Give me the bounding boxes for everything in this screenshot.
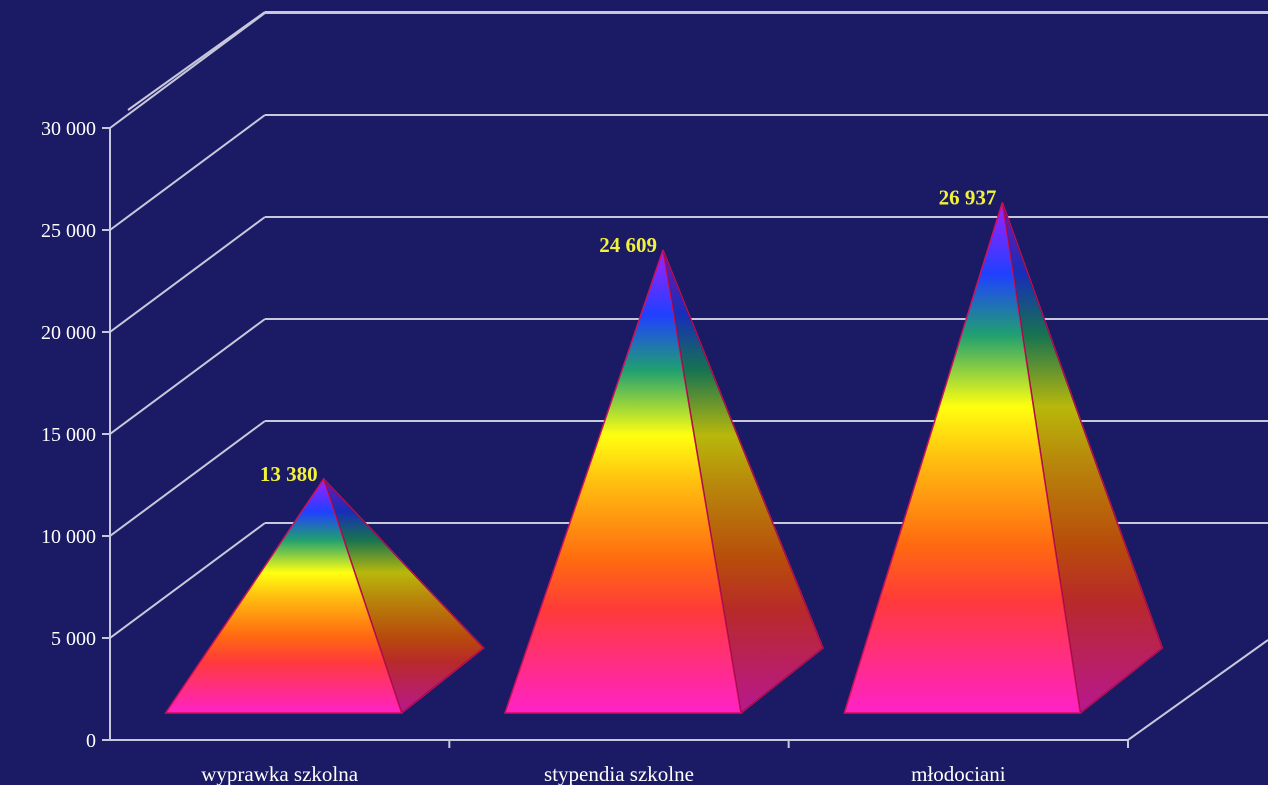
- category-label: wyprawka szkolna: [201, 762, 359, 785]
- pyramids: [164, 202, 1164, 715]
- gridline-diagonal: [109, 318, 266, 435]
- y-axis: 0 5 000 10 000 15 000 20 000 25 000 30 000: [41, 118, 1268, 752]
- y-tick-label: 20 000: [41, 322, 96, 344]
- pyramid-side-shade: [1002, 202, 1163, 713]
- pyramid-side-face: [662, 249, 824, 715]
- pyramid-side-face: [1001, 202, 1164, 715]
- y-tick-label: 5 000: [51, 628, 96, 650]
- category-label: stypendia szkolne: [544, 762, 694, 785]
- y-tick-label: 25 000: [41, 220, 96, 242]
- data-label: 13 380: [260, 462, 318, 486]
- gridline-diagonal: [109, 12, 266, 129]
- y-tick-label: 30 000: [41, 118, 96, 140]
- y-tick-label: 15 000: [41, 424, 96, 446]
- gridlines: [109, 11, 1268, 639]
- data-label: 26 937: [939, 185, 997, 209]
- pyramid-side-face: [322, 478, 485, 715]
- floor-edge: [1127, 639, 1268, 741]
- gridline-diagonal: [109, 420, 266, 537]
- pyramid-side-shade: [323, 479, 484, 713]
- data-label: 24 609: [599, 233, 657, 257]
- gridline-diagonal: [127, 11, 266, 111]
- gridline-diagonal: [109, 216, 266, 333]
- data-labels: 13 380 24 609 26 937: [260, 185, 996, 486]
- gridline-diagonal: [109, 114, 266, 231]
- gridline-diagonal: [109, 522, 266, 639]
- y-tick-label: 10 000: [41, 526, 96, 548]
- pyramid-side-shade: [663, 249, 823, 714]
- category-label: młodociani: [911, 762, 1006, 785]
- category-axis: wyprawka szkolna stypendia szkolne młodoci…: [201, 740, 1129, 785]
- y-tick-label: 0: [86, 730, 96, 752]
